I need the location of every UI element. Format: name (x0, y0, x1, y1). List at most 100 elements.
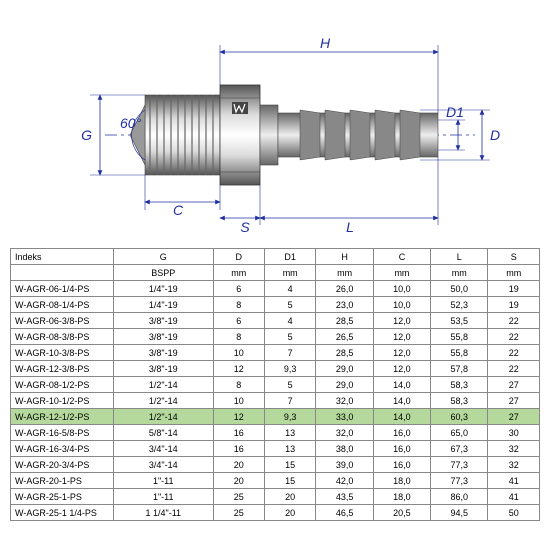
col-header: D1 (264, 249, 315, 265)
table-cell: 50 (488, 505, 540, 521)
table-cell: 16,0 (373, 425, 430, 441)
fitting-diagram: H G 60° C S L D D1 (10, 10, 540, 240)
table-cell: 22 (488, 313, 540, 329)
table-cell: 77,3 (431, 457, 488, 473)
table-cell: 32,0 (316, 425, 373, 441)
label-d: D (490, 127, 500, 143)
table-cell: 3/4"-14 (114, 441, 214, 457)
table-cell: W-AGR-20-3/4-PS (11, 457, 114, 473)
table-cell: W-AGR-12-3/8-PS (11, 361, 114, 377)
table-cell: 52,3 (431, 297, 488, 313)
label-s: S (240, 219, 250, 235)
table-cell: 22 (488, 329, 540, 345)
table-cell: 23,0 (316, 297, 373, 313)
diagram-svg: H G 60° C S L D D1 (10, 10, 540, 240)
table-cell: 14,0 (373, 377, 430, 393)
table-cell: 27 (488, 409, 540, 425)
table-cell: 12,0 (373, 329, 430, 345)
table-cell: 20,5 (373, 505, 430, 521)
table-cell: W-AGR-12-1/2-PS (11, 409, 114, 425)
table-cell: 19 (488, 281, 540, 297)
table-cell: W-AGR-08-3/8-PS (11, 329, 114, 345)
table-cell: 26,5 (316, 329, 373, 345)
table-cell: 27 (488, 393, 540, 409)
table-cell: 19 (488, 297, 540, 313)
table-cell: 6 (213, 281, 264, 297)
table-cell: 1/2"-14 (114, 377, 214, 393)
table-cell: 4 (264, 281, 315, 297)
table-cell: 67,3 (431, 441, 488, 457)
col-subheader: mm (213, 265, 264, 281)
table-row: W-AGR-12-3/8-PS3/8"-19129,329,012,057,82… (11, 361, 540, 377)
col-subheader: mm (431, 265, 488, 281)
col-subheader: mm (316, 265, 373, 281)
table-row: W-AGR-10-3/8-PS3/8"-1910728,512,055,822 (11, 345, 540, 361)
table-cell: 20 (213, 473, 264, 489)
table-cell: 20 (264, 489, 315, 505)
table-cell: 43,5 (316, 489, 373, 505)
table-cell: 1 1/4"-11 (114, 505, 214, 521)
table-cell: W-AGR-08-1/4-PS (11, 297, 114, 313)
table-cell: W-AGR-16-5/8-PS (11, 425, 114, 441)
table-cell: 3/4"-14 (114, 457, 214, 473)
table-cell: 12 (213, 409, 264, 425)
table-cell: 55,8 (431, 329, 488, 345)
label-d1: D1 (446, 104, 464, 120)
label-g: G (81, 127, 92, 143)
col-subheader: mm (488, 265, 540, 281)
table-cell: 5 (264, 377, 315, 393)
table-cell: 3/8"-19 (114, 313, 214, 329)
table-cell: 50,0 (431, 281, 488, 297)
table-row: W-AGR-20-1-PS1"-11201542,018,077,341 (11, 473, 540, 489)
col-subheader: mm (373, 265, 430, 281)
table-cell: 20 (264, 505, 315, 521)
table-cell: W-AGR-06-3/8-PS (11, 313, 114, 329)
table-cell: 12 (213, 361, 264, 377)
table-cell: 60,3 (431, 409, 488, 425)
table-cell: W-AGR-10-3/8-PS (11, 345, 114, 361)
table-cell: 5 (264, 297, 315, 313)
table-cell: W-AGR-20-1-PS (11, 473, 114, 489)
table-head: IndeksGDD1HCLS BSPPmmmmmmmmmmmm (11, 249, 540, 281)
table-cell: 16,0 (373, 457, 430, 473)
col-header: C (373, 249, 430, 265)
table-cell: 10 (213, 393, 264, 409)
table-row: W-AGR-25-1 1/4-PS1 1/4"-11252046,520,594… (11, 505, 540, 521)
col-header: S (488, 249, 540, 265)
table-cell: 65,0 (431, 425, 488, 441)
table-row: W-AGR-12-1/2-PS1/2"-14129,333,014,060,32… (11, 409, 540, 425)
col-header: H (316, 249, 373, 265)
table-cell: 41 (488, 489, 540, 505)
col-header: L (431, 249, 488, 265)
table-cell: W-AGR-25-1-PS (11, 489, 114, 505)
table-cell: 27 (488, 377, 540, 393)
table-cell: 26,0 (316, 281, 373, 297)
table-cell: 6 (213, 313, 264, 329)
col-header: Indeks (11, 249, 114, 265)
table-cell: 3/8"-19 (114, 361, 214, 377)
table-cell: 38,0 (316, 441, 373, 457)
table-row: W-AGR-08-3/8-PS3/8"-198526,512,055,822 (11, 329, 540, 345)
col-subheader: BSPP (114, 265, 214, 281)
table-cell: 8 (213, 329, 264, 345)
table-cell: 12,0 (373, 345, 430, 361)
spec-table: IndeksGDD1HCLS BSPPmmmmmmmmmmmm W-AGR-06… (10, 248, 540, 521)
table-cell: 3/8"-19 (114, 329, 214, 345)
table-cell: 9,3 (264, 361, 315, 377)
label-angle: 60° (120, 115, 142, 131)
table-cell: 20 (213, 457, 264, 473)
table-row: W-AGR-20-3/4-PS3/4"-14201539,016,077,332 (11, 457, 540, 473)
table-cell: 10,0 (373, 297, 430, 313)
table-row: W-AGR-10-1/2-PS1/2"-1410732,014,058,327 (11, 393, 540, 409)
table-cell: 32,0 (316, 393, 373, 409)
col-subheader (11, 265, 114, 281)
table-cell: 77,3 (431, 473, 488, 489)
table-cell: 15 (264, 473, 315, 489)
table-row: W-AGR-25-1-PS1"-11252043,518,086,041 (11, 489, 540, 505)
table-cell: 15 (264, 457, 315, 473)
table-cell: W-AGR-10-1/2-PS (11, 393, 114, 409)
table-cell: 28,5 (316, 345, 373, 361)
table-cell: 13 (264, 425, 315, 441)
table-cell: 41 (488, 473, 540, 489)
table-cell: 16 (213, 441, 264, 457)
